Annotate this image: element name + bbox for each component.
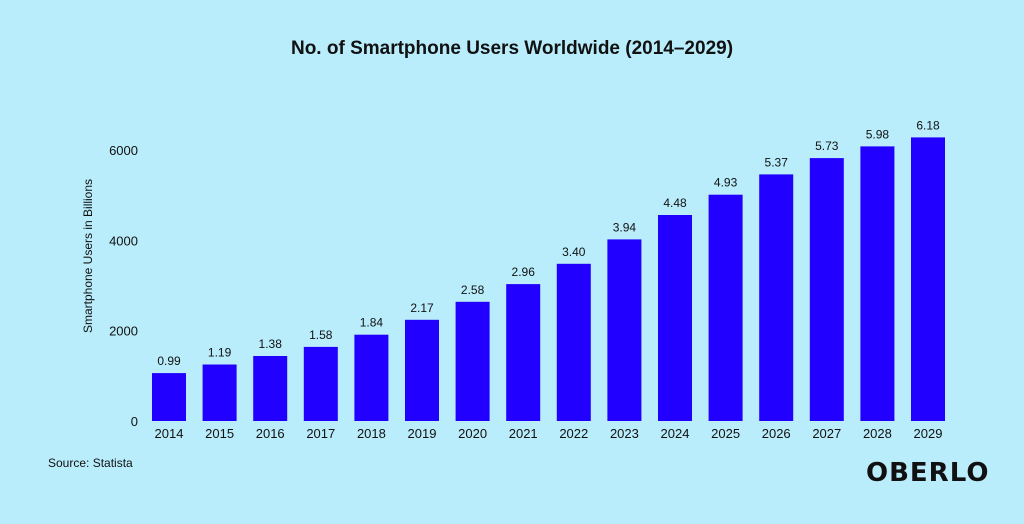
bar-2018 — [354, 334, 389, 421]
x-tick-label-2021: 2021 — [509, 426, 538, 441]
bar-2023 — [607, 239, 642, 421]
data-label-2026: 5.37 — [765, 155, 789, 169]
y-axis-label: Smartphone Users in Billions — [81, 179, 95, 333]
data-label-2020: 2.58 — [461, 283, 485, 297]
bar-2016 — [253, 356, 288, 421]
bar-2026 — [759, 174, 794, 421]
x-tick-label-2024: 2024 — [661, 426, 690, 441]
x-tick-label-2022: 2022 — [559, 426, 588, 441]
x-tick-label-2025: 2025 — [711, 426, 740, 441]
data-label-2027: 5.73 — [815, 139, 839, 153]
bar-2025 — [708, 194, 743, 421]
source-note: Source: Statista — [48, 456, 133, 470]
x-tick-label-2014: 2014 — [155, 426, 184, 441]
data-label-2016: 1.38 — [259, 337, 283, 351]
y-tick-label: 0 — [131, 414, 138, 429]
bar-2027 — [809, 158, 844, 421]
x-tick-label-2015: 2015 — [205, 426, 234, 441]
y-tick-label: 4000 — [109, 233, 138, 248]
x-axis-ticks: 2014 2015 2016 2017 2018 2019 2020 2021 2022 2023… — [155, 426, 943, 441]
data-label-2028: 5.98 — [866, 127, 890, 141]
data-label-2019: 2.17 — [410, 301, 434, 315]
data-label-2023: 3.94 — [613, 220, 637, 234]
data-label-2017: 1.58 — [309, 328, 333, 342]
bar-2029 — [911, 137, 945, 421]
data-label-2025: 4.93 — [714, 176, 738, 190]
chart-title: No. of Smartphone Users Worldwide (2014–… — [290, 38, 734, 59]
data-label-2022: 3.40 — [562, 245, 586, 259]
bar-2024 — [658, 215, 692, 421]
data-labels: 0.99 1.19 1.38 1.58 1.84 2.17 2.58 2.96 3.40 3.94… — [157, 118, 940, 368]
x-tick-label-2026: 2026 — [762, 426, 791, 441]
x-tick-label-2016: 2016 — [256, 426, 285, 441]
bar-2021 — [506, 284, 541, 421]
y-axis-title-group: Smartphone Users in Billions — [81, 179, 95, 333]
y-tick-label: 6000 — [109, 143, 138, 158]
data-label-2014: 0.99 — [157, 354, 181, 368]
data-label-2021: 2.96 — [512, 265, 536, 279]
bar-2020 — [455, 301, 490, 421]
bar-2028 — [860, 146, 895, 421]
x-tick-label-2027: 2027 — [812, 426, 841, 441]
data-label-2029: 6.18 — [916, 118, 940, 132]
data-label-2018: 1.84 — [360, 316, 384, 330]
y-axis-ticks: 0 2000 4000 6000 — [109, 143, 138, 429]
x-tick-label-2018: 2018 — [357, 426, 386, 441]
bar-2014 — [152, 373, 186, 421]
bar-2022 — [556, 263, 591, 421]
y-tick-label: 2000 — [109, 324, 138, 339]
bar-2015 — [202, 364, 237, 421]
x-tick-label-2028: 2028 — [863, 426, 892, 441]
x-tick-label-2017: 2017 — [306, 426, 335, 441]
x-tick-label-2019: 2019 — [408, 426, 437, 441]
data-label-2024: 4.48 — [663, 196, 687, 210]
x-tick-label-2029: 2029 — [914, 426, 943, 441]
oberlo-logo: OBERLO — [866, 458, 990, 488]
bars — [152, 137, 945, 421]
x-tick-label-2020: 2020 — [458, 426, 487, 441]
bar-2017 — [303, 346, 338, 421]
x-tick-label-2023: 2023 — [610, 426, 639, 441]
data-label-2015: 1.19 — [208, 346, 232, 360]
bar-2019 — [405, 319, 439, 421]
